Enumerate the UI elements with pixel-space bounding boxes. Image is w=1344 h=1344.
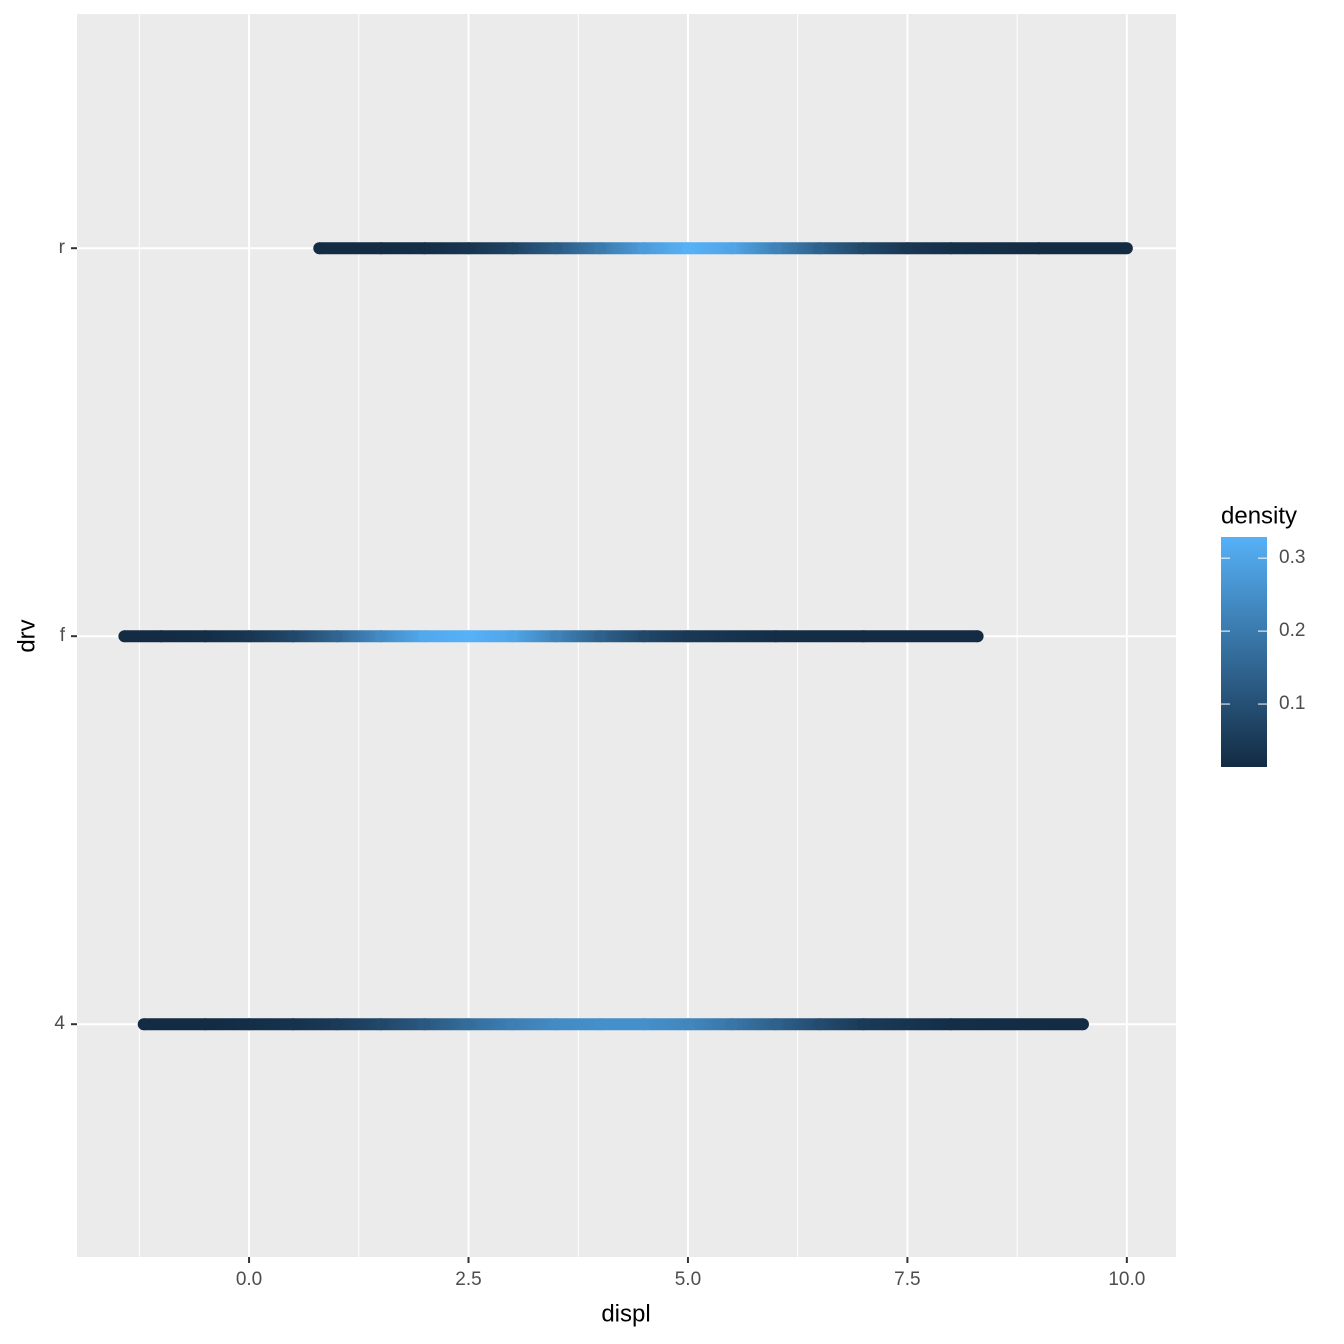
density-point xyxy=(550,242,563,255)
y-tick-label: 4 xyxy=(54,1013,65,1034)
x-tick-label: 5.0 xyxy=(675,1269,701,1290)
density-point xyxy=(199,630,212,643)
density-point xyxy=(286,1018,299,1031)
y-tick-label: r xyxy=(59,237,66,258)
density-point xyxy=(1033,242,1046,255)
density-point xyxy=(330,630,343,643)
density-point xyxy=(243,630,256,643)
colorbar xyxy=(1221,537,1267,767)
density-point xyxy=(901,242,914,255)
density-point xyxy=(374,242,387,255)
legend-title: density xyxy=(1221,502,1297,529)
density-point xyxy=(769,1018,782,1031)
density-point xyxy=(118,630,131,643)
density-point xyxy=(137,1018,150,1031)
density-point xyxy=(418,242,431,255)
x-axis-title: displ xyxy=(601,1300,650,1327)
density-point xyxy=(506,242,519,255)
density-point xyxy=(857,1018,870,1031)
density-point xyxy=(1120,242,1133,255)
density-point xyxy=(155,630,168,643)
density-point xyxy=(857,630,870,643)
density-point xyxy=(594,1018,607,1031)
density-point xyxy=(462,1018,475,1031)
density-point xyxy=(813,242,826,255)
x-tick-label: 10.0 xyxy=(1108,1269,1145,1290)
density-point xyxy=(681,630,694,643)
density-point xyxy=(681,1018,694,1031)
legend-label: 0.3 xyxy=(1279,547,1305,568)
density-point xyxy=(857,242,870,255)
density-point xyxy=(769,630,782,643)
density-point xyxy=(594,242,607,255)
density-point xyxy=(971,630,984,643)
density-point xyxy=(725,242,738,255)
y-tick-label: f xyxy=(60,625,66,646)
density-point xyxy=(594,630,607,643)
density-point xyxy=(462,242,475,255)
density-point xyxy=(506,1018,519,1031)
density-point xyxy=(506,630,519,643)
density-point xyxy=(462,630,475,643)
density-point xyxy=(681,242,694,255)
density-point xyxy=(1076,1018,1089,1031)
density-point xyxy=(418,1018,431,1031)
legend-label: 0.2 xyxy=(1279,620,1305,641)
density-point xyxy=(550,1018,563,1031)
x-tick-label: 7.5 xyxy=(894,1269,920,1290)
x-tick-label: 2.5 xyxy=(455,1269,481,1290)
density-point xyxy=(286,630,299,643)
density-point xyxy=(725,1018,738,1031)
density-point xyxy=(313,242,326,255)
density-point xyxy=(550,630,563,643)
density-point xyxy=(374,630,387,643)
density-point xyxy=(374,1018,387,1031)
density-point xyxy=(638,630,651,643)
density-point xyxy=(638,242,651,255)
density-point xyxy=(945,242,958,255)
density-point xyxy=(243,1018,256,1031)
legend-label: 0.1 xyxy=(1279,693,1305,714)
density-point xyxy=(638,1018,651,1031)
density-point xyxy=(945,1018,958,1031)
density-point xyxy=(813,1018,826,1031)
x-tick-label: 0.0 xyxy=(236,1269,262,1290)
density-point xyxy=(330,1018,343,1031)
y-axis-title: drv xyxy=(13,619,40,652)
density-point xyxy=(199,1018,212,1031)
density-point xyxy=(769,242,782,255)
density-point xyxy=(418,630,431,643)
